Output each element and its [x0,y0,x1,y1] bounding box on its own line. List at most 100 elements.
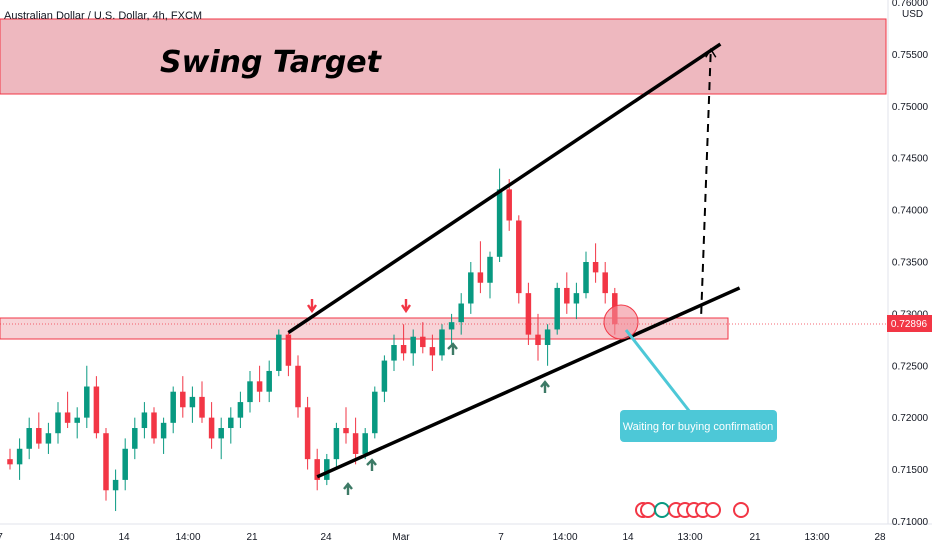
candle-body[interactable] [516,220,522,294]
time-tick-label: 7 [498,532,504,543]
candle-body[interactable] [26,428,32,449]
candle-body[interactable] [362,433,368,454]
price-tick-label: 0.73000 [892,309,929,320]
time-tick-label: 7 [0,532,3,543]
candle-body[interactable] [189,396,196,408]
up-arrow-icon [343,482,353,495]
candle-body[interactable] [247,381,253,403]
price-tick-label: 0.73500 [892,258,929,269]
price-tick-label: 0.72500 [892,361,929,372]
candle-body[interactable] [525,293,532,335]
price-tick-label: 0.74500 [892,154,929,165]
candle-body[interactable] [496,189,503,257]
candle-body[interactable] [506,189,512,221]
candle-body[interactable] [93,386,100,434]
trendline[interactable] [287,42,722,335]
candle-body[interactable] [535,334,541,346]
support-arrows [343,342,550,495]
time-tick-label: 13:00 [677,532,702,543]
candle-body[interactable] [295,365,301,408]
candle-body[interactable] [141,412,148,429]
time-tick-label: 21 [246,532,258,543]
candle-body[interactable] [573,293,580,304]
candle-body[interactable] [84,386,90,418]
candle-body[interactable] [55,412,61,434]
time-tick-label: 14:00 [175,532,200,543]
candle-body[interactable] [256,381,263,392]
candle-body[interactable] [554,287,560,330]
candle-body[interactable] [372,391,378,434]
swing-target-zone[interactable] [0,18,887,95]
candle-body[interactable] [208,417,215,439]
candle-body[interactable] [602,272,608,294]
callout-box[interactable] [620,410,777,442]
candle-body[interactable] [410,336,416,354]
price-tick-label: 0.75000 [892,102,929,113]
candle-body[interactable] [304,407,311,460]
candle-body[interactable] [420,336,426,348]
candle-body[interactable] [477,272,484,283]
candle-body[interactable] [180,391,186,408]
us-flag-icon[interactable] [705,502,721,518]
candle-body[interactable] [7,459,13,465]
candle-body[interactable] [381,360,388,392]
economic-events[interactable] [635,502,749,518]
candle-body[interactable] [448,322,455,330]
candle-body[interactable] [218,428,224,439]
candle-body[interactable] [583,262,589,294]
candle-body[interactable] [324,459,330,480]
price-tick-label: 0.74000 [892,206,929,217]
projection-arrowhead-icon [705,47,717,58]
candle-body[interactable] [132,428,138,449]
trendline[interactable] [316,286,741,479]
candle-body[interactable] [170,391,176,423]
us-flag-icon[interactable] [640,502,656,518]
time-axis[interactable]: 7 14:00 14 14:00 21 24 Mar 7 14:00 14 13:00 21 13:00… [0,532,886,543]
candle-body[interactable] [276,334,282,371]
price-tick-label: 0.71000 [892,517,929,528]
candle-body[interactable] [439,329,445,356]
candle-body[interactable] [592,262,599,273]
candle-body[interactable] [16,448,23,465]
candle-body[interactable] [122,448,128,480]
price-tick-label: 0.75500 [892,50,929,61]
us-flag-icon[interactable] [733,502,749,518]
candle-body[interactable] [64,412,71,423]
candle-body[interactable] [36,428,42,444]
candle-body[interactable] [544,329,551,346]
candle-body[interactable] [391,345,397,361]
candle-body[interactable] [400,345,407,354]
time-tick-label: 14:00 [49,532,74,543]
price-tick-label: 0.71500 [892,465,929,476]
price-axis[interactable]: 0.76000 0.75500 0.75000 0.74500 0.74000 0.735… [892,0,929,528]
candle-body[interactable] [160,422,167,439]
candle-body[interactable] [151,412,157,439]
chart-title: Australian Dollar / U.S. Dollar, 4h, FXC… [4,10,202,22]
candle-body[interactable] [468,272,474,304]
projection-line[interactable] [700,49,712,314]
candle-body[interactable] [429,347,436,356]
candle-body[interactable] [352,433,359,454]
candle-body[interactable] [228,417,234,429]
up-arrow-icon [540,380,550,393]
candle-body[interactable] [285,334,292,366]
eu-flag-icon[interactable] [654,502,670,518]
breakout-highlight[interactable] [603,304,639,340]
candle-body[interactable] [458,303,464,323]
candle-body[interactable] [45,433,52,444]
candle-body[interactable] [237,402,244,418]
candle-body[interactable] [314,459,320,480]
callout-connector [624,329,692,413]
candle-body[interactable] [487,256,493,283]
price-axis-currency: USD [902,9,923,20]
candle-body[interactable] [74,417,80,423]
candle-body[interactable] [112,479,119,491]
current-price-tag [887,315,932,332]
candle-body[interactable] [103,433,109,491]
candle-body[interactable] [343,428,349,434]
candle-body[interactable] [333,428,340,460]
candle-body[interactable] [199,396,205,418]
candle-body[interactable] [564,287,570,304]
candle-body[interactable] [266,370,272,392]
